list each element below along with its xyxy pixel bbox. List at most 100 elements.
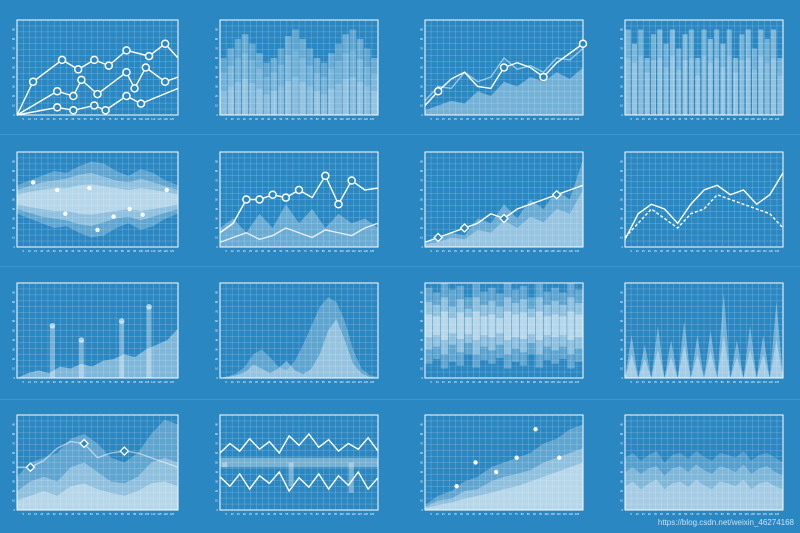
bar [682,59,688,115]
x-tick-label: 15 [442,512,445,516]
y-tick-label: 80 [215,432,218,436]
bar [299,81,306,115]
x-tick-label: 20 [448,117,451,121]
x-tick-label: 85 [727,117,730,121]
plot-frame [16,414,179,511]
data-point [473,460,478,465]
x-tick-label: 90 [533,512,536,516]
y-tick-label: 80 [420,432,423,436]
y-tick-label: 60 [215,451,218,455]
bar [363,66,371,87]
y-tick-label: 40 [12,207,15,211]
chart-10: 5 10 15 20 25 30 35 40 45 50 55 60 65 70 75 80 85 90 95 100… [215,282,379,384]
y-tick-label: 90 [420,423,423,427]
bar [284,55,292,81]
y-tick-label: 50 [215,329,218,333]
y-tick-label: 40 [620,207,623,211]
x-tick-label: 45 [273,249,276,253]
y-tick-label: 80 [12,300,15,304]
x-tick-label: 95 [539,380,542,384]
y-tick-label: 0 [422,113,424,117]
plot-frame [624,19,784,116]
x-tick-label: 85 [322,249,325,253]
x-tick-label: 20 [648,249,651,253]
x-tick-label: 5 [22,380,24,384]
x-tick-label: 55 [490,249,493,253]
data-point [69,106,78,115]
x-tick-label: 85 [121,512,124,516]
x-tick-label: 25 [454,117,457,121]
y-tick-label: 70 [420,310,423,314]
x-tick-label: 110 [151,117,156,121]
y-tick-label: 60 [620,56,623,60]
bar [277,86,285,115]
bar [227,65,235,87]
x-tick-label: 40 [267,512,270,516]
bar [777,58,783,76]
bar [739,59,745,115]
y-tick-label: 10 [215,499,218,503]
y-tick-label: 10 [12,499,15,503]
x-tick-label: 45 [71,380,74,384]
x-tick-label: 70 [709,512,712,516]
band-bar [559,292,567,359]
x-tick-label: 105 [145,117,150,121]
band-bar [504,297,512,355]
bar [292,77,299,115]
x-tick-label: 125 [775,117,780,121]
x-tick-label: 65 [96,249,99,253]
x-tick-label: 10 [436,249,439,253]
bar [726,29,732,57]
x-tick-label: 45 [478,512,481,516]
x-tick-label: 45 [678,249,681,253]
x-tick-label: 115 [358,117,363,121]
x-tick-label: 10 [231,512,234,516]
band-bar [448,289,457,362]
y-tick-label: 80 [215,169,218,173]
y-tick-label: 80 [215,37,218,41]
bar [320,77,328,95]
chart-13: 5 10 15 20 25 30 35 40 45 50 55 60 65 70 75 80 85 90 95 100… [12,414,179,516]
y-tick-label: 20 [12,357,15,361]
band-bar [480,304,488,347]
x-tick-label: 35 [59,249,62,253]
band-bar [551,287,559,364]
x-tick-label: 90 [328,117,331,121]
band-bar [432,292,441,359]
x-tick-label: 90 [533,380,536,384]
x-tick-label: 25 [47,512,50,516]
plot-frame [219,414,379,511]
y-tick-label: 70 [420,47,423,51]
x-tick-label: 55 [690,249,693,253]
x-tick-label: 85 [322,117,325,121]
bar [342,34,349,54]
x-tick-label: 60 [496,380,499,384]
chart-4: 5 10 15 20 25 30 35 40 45 50 55 60 65 70 75 80 85 90 95 100… [620,19,784,121]
x-tick-label: 115 [358,380,363,384]
bar [657,29,663,58]
x-tick-label: 120 [364,249,369,253]
y-tick-label: 40 [420,75,423,79]
series-area [425,424,583,510]
x-tick-label: 20 [448,380,451,384]
x-tick-label: 25 [654,512,657,516]
y-tick-label: 90 [215,160,218,164]
x-tick-label: 50 [484,117,487,121]
bar [313,58,321,74]
bar [764,62,770,115]
x-tick-label: 120 [769,380,774,384]
x-tick-label: 40 [672,249,675,253]
y-tick-label: 40 [215,75,218,79]
x-tick-label: 40 [472,117,475,121]
x-tick-label: 25 [249,512,252,516]
x-tick-label: 90 [533,117,536,121]
x-tick-label: 85 [121,117,124,121]
data-point [57,55,67,65]
x-tick-label: 100 [139,512,144,516]
chart-15: 5 10 15 20 25 30 35 40 45 50 55 60 65 70 75 80 85 90 95 100… [420,414,584,516]
x-tick-label: 45 [71,117,74,121]
plot-frame [424,414,584,511]
chart-8: 5 10 15 20 25 30 35 40 45 50 55 60 65 70 75 80 85 90 95 100… [620,151,784,253]
x-tick-label: 10 [28,512,31,516]
x-tick-label: 60 [496,512,499,516]
